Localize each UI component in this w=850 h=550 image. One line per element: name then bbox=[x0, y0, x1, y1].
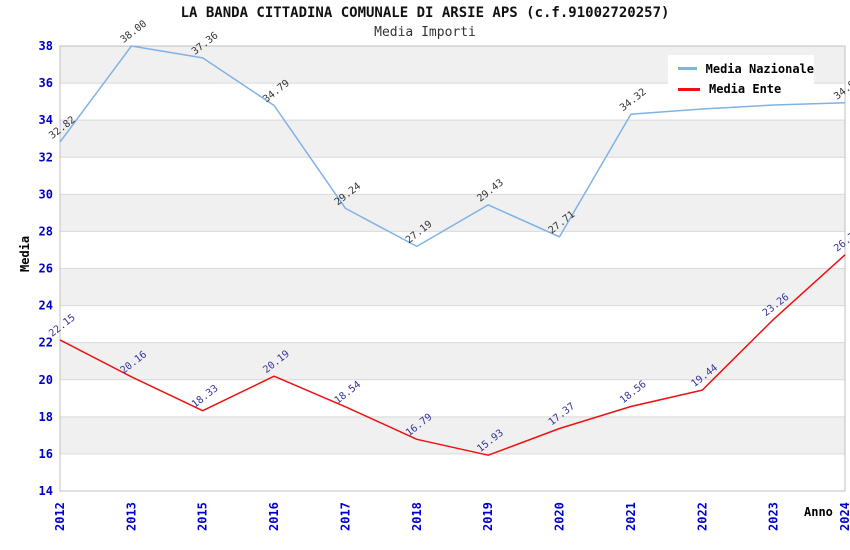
point-value-label: 18.56 bbox=[618, 379, 648, 406]
point-value-label: 18.54 bbox=[333, 379, 363, 406]
chart-title: LA BANDA CITTADINA COMUNALE DI ARSIE APS… bbox=[180, 5, 670, 21]
legend-item-media-nazionale: Media Nazionale bbox=[678, 62, 814, 76]
x-tick-label: 2016 bbox=[267, 502, 281, 531]
x-tick-label: 2015 bbox=[196, 502, 210, 531]
y-tick-label: 16 bbox=[39, 447, 53, 461]
y-tick-label: 22 bbox=[39, 336, 53, 350]
grid-band bbox=[60, 268, 845, 306]
x-tick-label: 2022 bbox=[695, 502, 709, 531]
y-tick-label: 20 bbox=[39, 373, 53, 387]
legend-label-media-ente: Media Ente bbox=[709, 82, 782, 97]
x-axis-title: Anno bbox=[804, 505, 833, 519]
y-tick-label: 32 bbox=[39, 150, 53, 164]
grid-band bbox=[60, 416, 845, 454]
y-tick-label: 36 bbox=[39, 76, 53, 90]
chart-subtitle: Media Importi bbox=[374, 25, 476, 40]
point-value-label: 22.15 bbox=[47, 312, 77, 339]
legend-label-media-nazionale: Media Nazionale bbox=[705, 61, 814, 76]
x-tick-label: 2018 bbox=[410, 502, 424, 531]
grid-band bbox=[60, 342, 845, 380]
y-tick-label: 28 bbox=[39, 224, 53, 238]
grid-band bbox=[60, 120, 845, 158]
point-value-label: 38.00 bbox=[119, 18, 149, 45]
y-tick-label: 14 bbox=[39, 484, 53, 498]
x-tick-label: 2021 bbox=[624, 502, 638, 531]
plot-border bbox=[59, 45, 846, 492]
chart-line-media-nazionale bbox=[59, 45, 846, 248]
x-tick-label: 2019 bbox=[481, 502, 495, 531]
y-tick-label: 26 bbox=[39, 262, 53, 276]
legend-item-media-ente: Media Ente bbox=[678, 82, 814, 96]
x-tick-label: 2017 bbox=[338, 502, 352, 531]
legend-swatch-media-ente-icon bbox=[678, 87, 700, 91]
x-tick-label: 2012 bbox=[53, 502, 67, 531]
y-tick-label: 38 bbox=[39, 39, 53, 53]
point-value-label: 34.32 bbox=[618, 87, 648, 114]
chart-line-media-ente bbox=[59, 254, 846, 456]
y-tick-label: 18 bbox=[39, 410, 53, 424]
x-tick-label: 2020 bbox=[553, 502, 567, 531]
legend: Media Nazionale Media Ente bbox=[668, 55, 814, 103]
x-tick-label: 2013 bbox=[124, 502, 138, 531]
point-value-label: 18.33 bbox=[190, 383, 220, 410]
x-tick-label: 2024 bbox=[838, 502, 850, 531]
y-tick-label: 24 bbox=[39, 299, 53, 313]
y-tick-label: 30 bbox=[39, 187, 53, 201]
y-tick-label: 34 bbox=[39, 113, 53, 127]
x-tick-label: 2023 bbox=[767, 502, 781, 531]
legend-swatch-media-nazionale-icon bbox=[678, 67, 697, 71]
